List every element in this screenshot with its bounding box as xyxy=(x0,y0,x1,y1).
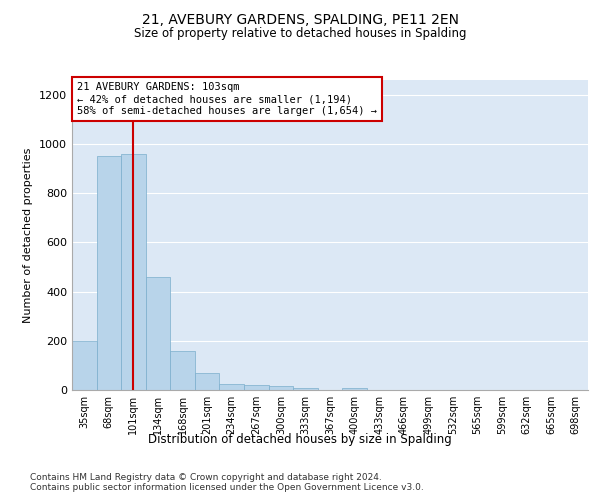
Bar xyxy=(72,341,97,390)
Bar xyxy=(342,388,367,390)
Bar xyxy=(220,384,244,390)
Text: 21, AVEBURY GARDENS, SPALDING, PE11 2EN: 21, AVEBURY GARDENS, SPALDING, PE11 2EN xyxy=(142,12,458,26)
Bar xyxy=(293,388,318,390)
Text: Size of property relative to detached houses in Spalding: Size of property relative to detached ho… xyxy=(134,28,466,40)
Bar xyxy=(244,385,269,390)
Y-axis label: Number of detached properties: Number of detached properties xyxy=(23,148,34,322)
Text: Distribution of detached houses by size in Spalding: Distribution of detached houses by size … xyxy=(148,432,452,446)
Text: Contains public sector information licensed under the Open Government Licence v3: Contains public sector information licen… xyxy=(30,484,424,492)
Bar xyxy=(170,350,195,390)
Bar xyxy=(146,277,170,390)
Bar xyxy=(97,156,121,390)
Text: Contains HM Land Registry data © Crown copyright and database right 2024.: Contains HM Land Registry data © Crown c… xyxy=(30,472,382,482)
Bar xyxy=(121,154,146,390)
Bar xyxy=(195,373,220,390)
Text: 21 AVEBURY GARDENS: 103sqm
← 42% of detached houses are smaller (1,194)
58% of s: 21 AVEBURY GARDENS: 103sqm ← 42% of deta… xyxy=(77,82,377,116)
Bar xyxy=(269,386,293,390)
